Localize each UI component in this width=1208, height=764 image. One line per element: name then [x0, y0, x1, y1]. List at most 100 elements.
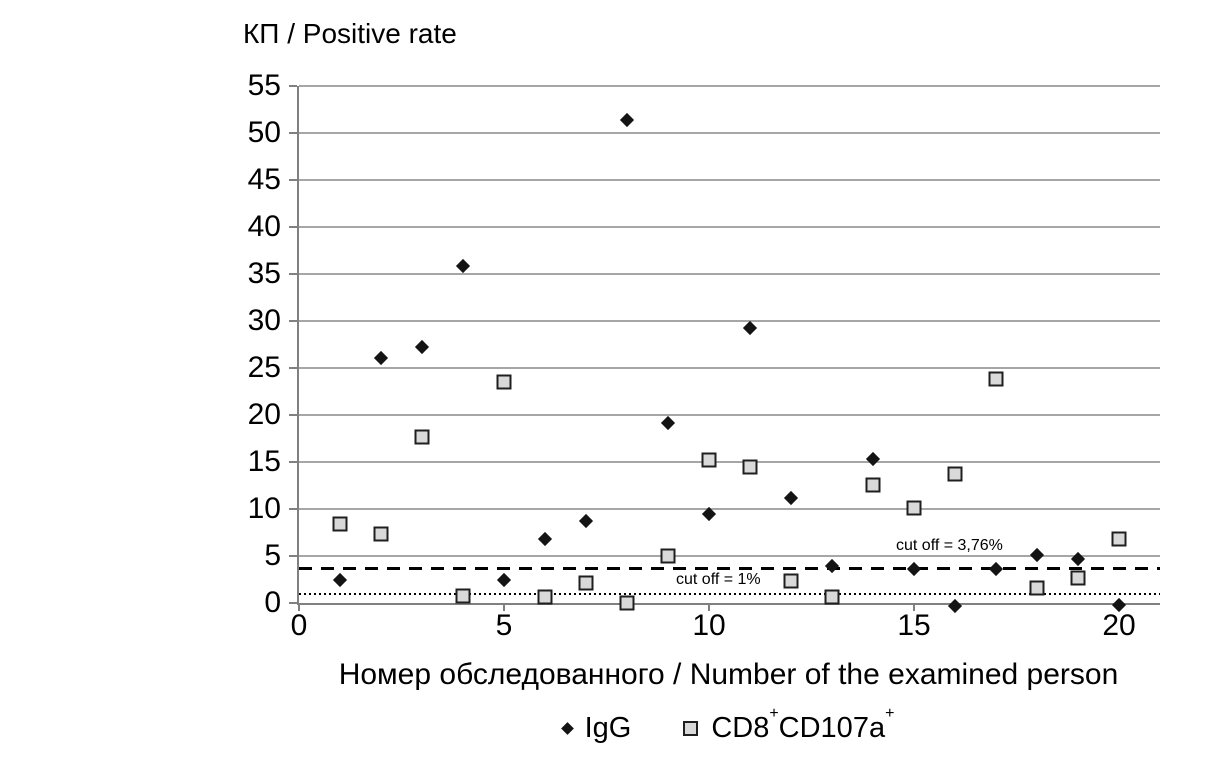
data-point-igg [865, 452, 881, 467]
y-axis-tick [289, 179, 297, 181]
plot-area: cut off = 3,76% cut off = 1% 0 5 10 15 20 25 3… [248, 70, 1160, 642]
legend-label-cd8-sup: + [769, 705, 779, 723]
data-point-igg [414, 340, 430, 355]
data-point-cd8 [660, 548, 676, 564]
y-axis-tick [289, 508, 297, 510]
y-axis-tick [289, 414, 297, 416]
data-point-igg [783, 490, 799, 505]
gridline [299, 85, 1160, 87]
y-tick-label: 25 [247, 351, 281, 384]
y-tick-label: 5 [264, 539, 281, 572]
data-point-igg [742, 320, 758, 335]
data-point-cd8 [865, 477, 881, 493]
data-point-cd8 [824, 589, 840, 605]
data-point-igg [455, 258, 471, 273]
legend-label-cd8-sup2: + [885, 705, 895, 723]
y-tick-label: 35 [247, 257, 281, 290]
gridline [299, 367, 1160, 369]
cutoff-label-376: cut off = 3,76% [896, 537, 1003, 554]
gridline [299, 320, 1160, 322]
x-axis-tick [503, 603, 505, 611]
data-point-cd8 [373, 526, 389, 542]
legend-item-cd8: CD8+CD107a+ [683, 706, 894, 745]
data-point-igg [906, 562, 922, 577]
y-axis-tick [289, 461, 297, 463]
data-point-igg [537, 532, 553, 547]
data-point-igg [332, 572, 348, 587]
diamond-marker-icon [560, 722, 574, 735]
cutoff-line-dotted [299, 592, 1160, 595]
data-point-igg [660, 415, 676, 430]
data-point-cd8 [701, 452, 717, 468]
gridline [299, 555, 1160, 557]
gridline [299, 508, 1160, 510]
y-axis-tick [289, 226, 297, 228]
chart-title: КП / Positive rate [243, 18, 457, 49]
x-tick-label: 10 [692, 609, 726, 642]
data-point-igg [824, 559, 840, 574]
x-tick-label: 0 [290, 609, 308, 642]
x-axis-label: Номер обследованного / Number of the exa… [338, 658, 1119, 691]
data-point-cd8 [414, 429, 430, 445]
gridline [299, 461, 1160, 463]
x-tick-label: 5 [495, 609, 513, 642]
legend-item-igg: IgG [560, 712, 632, 745]
y-axis-tick [289, 367, 297, 369]
x-tick-label: 15 [897, 609, 931, 642]
data-point-cd8 [742, 459, 758, 475]
cutoff-line-dashed [299, 566, 1160, 570]
data-point-igg [1070, 551, 1086, 566]
x-axis-tick [913, 603, 915, 611]
legend-label-cd8-base: CD8 [711, 712, 770, 744]
data-point-cd8 [988, 371, 1004, 387]
legend-label-cd8: CD8+CD107a+ [711, 706, 894, 745]
y-tick-label: 50 [247, 116, 281, 149]
data-point-cd8 [1070, 570, 1086, 586]
data-point-cd8 [1029, 580, 1045, 596]
y-tick-label: 10 [247, 492, 281, 525]
cutoff-label-1: cut off = 1% [676, 571, 761, 588]
legend-label-igg: IgG [584, 712, 632, 744]
y-tick-label: 20 [247, 398, 281, 431]
data-point-cd8 [537, 589, 553, 605]
data-point-cd8 [783, 573, 799, 589]
y-tick-label: 15 [247, 445, 281, 478]
gridline [299, 226, 1160, 228]
data-point-igg [988, 562, 1004, 577]
data-point-cd8 [496, 374, 512, 390]
data-point-cd8 [578, 575, 594, 591]
data-point-igg [578, 514, 594, 529]
y-tick-label: 45 [247, 163, 281, 196]
gridline [299, 273, 1160, 275]
y-tick-label: 0 [264, 586, 281, 619]
y-tick-label: 55 [247, 69, 281, 102]
y-tick-label: 40 [247, 210, 281, 243]
data-point-cd8 [332, 516, 348, 532]
legend: IgG CD8+CD107a+ [297, 706, 1160, 745]
x-axis-tick [708, 603, 710, 611]
y-axis-tick [289, 85, 297, 87]
gridline [299, 414, 1160, 416]
data-point-igg [373, 350, 389, 365]
data-point-cd8 [619, 595, 635, 611]
legend-label-cd8-base2: CD107a [778, 712, 886, 744]
data-point-cd8 [455, 588, 471, 604]
x-axis-tick [298, 603, 300, 611]
y-axis-tick [289, 602, 297, 604]
y-axis-tick [289, 273, 297, 275]
data-point-cd8 [906, 500, 922, 516]
y-axis-tick [289, 320, 297, 322]
data-point-igg [496, 573, 512, 588]
gridline [299, 179, 1160, 181]
data-point-cd8 [1111, 531, 1127, 547]
data-point-cd8 [947, 466, 963, 482]
gridline [299, 132, 1160, 134]
data-point-igg [619, 112, 635, 127]
square-marker-icon [683, 721, 699, 736]
y-tick-label: 30 [247, 304, 281, 337]
y-axis-tick [289, 555, 297, 557]
y-axis-tick [289, 132, 297, 134]
x-tick-label: 20 [1102, 609, 1136, 642]
data-point-igg [1029, 547, 1045, 563]
